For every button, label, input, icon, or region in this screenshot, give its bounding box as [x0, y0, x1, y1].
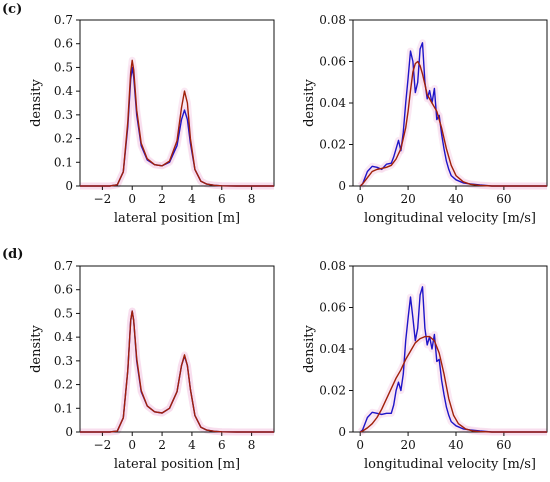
y-tick-label: 0.4	[54, 330, 73, 344]
y-axis-label: density	[29, 78, 44, 126]
series-halo-2-1	[80, 307, 274, 436]
y-axis-label: density	[302, 78, 317, 126]
x-tick-label: 60	[496, 192, 511, 206]
y-tick-label: 0	[338, 179, 346, 193]
x-tick-label: −2	[94, 192, 112, 206]
y-tick-label: 0.02	[319, 384, 346, 398]
y-tick-label: 0.7	[54, 13, 73, 27]
y-tick-label: 0.04	[319, 96, 346, 110]
x-tick-label: −2	[94, 438, 112, 452]
y-tick-label: 0.4	[54, 84, 73, 98]
y-tick-label: 0.7	[54, 259, 73, 273]
panel-label-c: (c)	[2, 2, 23, 17]
y-tick-label: 0.6	[54, 37, 73, 51]
x-tick-label: 60	[496, 438, 511, 452]
series-line-red	[359, 335, 547, 433]
y-tick-label: 0.1	[54, 155, 73, 169]
y-axis-label: density	[29, 324, 44, 372]
panel-label-d: (d)	[2, 247, 24, 262]
y-tick-label: 0.1	[54, 401, 73, 415]
y-tick-label: 0.3	[54, 108, 73, 122]
x-tick-label: 2	[158, 438, 166, 452]
x-axis-label: lateral position [m]	[114, 211, 240, 226]
series-line-blue	[359, 286, 547, 433]
plot-frame	[79, 19, 275, 187]
y-tick-label: 0.2	[54, 132, 73, 146]
x-tick-label: 8	[248, 438, 256, 452]
series-line-red	[359, 60, 547, 187]
y-tick-label: 0.08	[319, 13, 346, 27]
x-tick-label: 2	[158, 192, 166, 206]
x-tick-label: 4	[188, 192, 196, 206]
y-tick-label: 0.2	[54, 378, 73, 392]
y-tick-label: 0.5	[54, 306, 73, 320]
x-axis-label: longitudinal velocity [m/s]	[364, 457, 536, 472]
y-tick-label: 0.06	[319, 301, 346, 315]
y-tick-label: 0.02	[319, 138, 346, 152]
plot-frame	[79, 265, 275, 433]
y-tick-label: 0	[65, 179, 73, 193]
series-line-red	[80, 59, 274, 187]
x-tick-label: 0	[128, 438, 136, 452]
y-tick-label: 0.3	[54, 354, 73, 368]
x-tick-label: 20	[400, 192, 415, 206]
series-line-blue	[359, 42, 547, 187]
x-tick-label: 20	[400, 438, 415, 452]
x-tick-label: 0	[128, 192, 136, 206]
x-tick-label: 40	[448, 192, 463, 206]
x-tick-label: 6	[218, 438, 226, 452]
series-line-red	[80, 310, 274, 433]
x-tick-label: 6	[218, 192, 226, 206]
y-axis-label: density	[302, 324, 317, 372]
y-tick-label: 0.08	[319, 259, 346, 273]
x-tick-label: 0	[356, 192, 364, 206]
y-tick-label: 0	[65, 425, 73, 439]
y-tick-label: 0.5	[54, 60, 73, 74]
x-tick-label: 8	[248, 192, 256, 206]
x-axis-label: lateral position [m]	[114, 457, 240, 472]
y-tick-label: 0.6	[54, 283, 73, 297]
series-halo-3-1	[358, 333, 547, 436]
y-tick-label: 0	[338, 425, 346, 439]
y-tick-label: 0.06	[319, 55, 346, 69]
series-halo-0-1	[80, 56, 274, 190]
y-tick-label: 0.04	[319, 342, 346, 356]
x-tick-label: 0	[356, 438, 364, 452]
x-axis-label: longitudinal velocity [m/s]	[364, 211, 536, 226]
x-tick-label: 40	[448, 438, 463, 452]
x-tick-label: 4	[188, 438, 196, 452]
